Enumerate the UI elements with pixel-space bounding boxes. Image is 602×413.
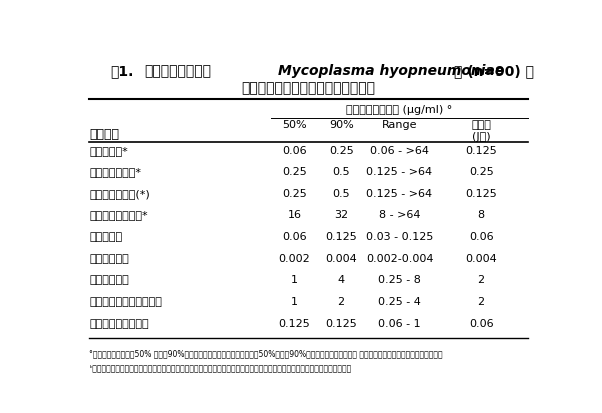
Text: 0.03 - 0.125: 0.03 - 0.125 (366, 232, 433, 242)
Text: 8 - >64: 8 - >64 (379, 211, 420, 221)
Text: ᵇはマクロライド系抗菌剤。リンコマイシンはマクロライド系抗菌剤に該当しないが抗菌作用機序はマクロライド系薬剤と同等: ᵇはマクロライド系抗菌剤。リンコマイシンはマクロライド系抗菌剤に該当しないが抗菌… (89, 364, 352, 373)
Text: リンコマイシン(*): リンコマイシン(*) (89, 189, 150, 199)
Text: 0.125: 0.125 (465, 189, 497, 199)
Text: 最小発育阻止濃度 (μg/ml) °: 最小発育阻止濃度 (μg/ml) ° (346, 105, 453, 115)
Text: 2: 2 (477, 297, 485, 307)
Text: 0.06: 0.06 (469, 318, 494, 329)
Text: 0.25: 0.25 (469, 167, 494, 177)
Text: 90%: 90% (329, 120, 353, 130)
Text: 国内で分離された: 国内で分離された (144, 64, 211, 78)
Text: 0.25: 0.25 (282, 189, 307, 199)
Text: 8: 8 (477, 211, 485, 221)
Text: 0.125 - >64: 0.125 - >64 (367, 189, 433, 199)
Text: 0.06 - 1: 0.06 - 1 (378, 318, 421, 329)
Text: Mycoplasma hyopneumoniae: Mycoplasma hyopneumoniae (278, 64, 504, 78)
Text: 表1.: 表1. (110, 64, 134, 78)
Text: 50%: 50% (282, 120, 307, 130)
Text: 1: 1 (291, 275, 298, 285)
Text: 0.125: 0.125 (325, 232, 357, 242)
Text: 0.004: 0.004 (325, 254, 357, 264)
Text: 0.25 - 4: 0.25 - 4 (378, 297, 421, 307)
Text: 0.25 - 8: 0.25 - 8 (378, 275, 421, 285)
Text: 0.06: 0.06 (469, 232, 494, 242)
Text: 0.5: 0.5 (332, 167, 350, 177)
Text: エリスロマイシン*: エリスロマイシン* (89, 211, 148, 221)
Text: チアムリン: チアムリン (89, 232, 122, 242)
Text: 16: 16 (288, 211, 302, 221)
Text: °最小発育阻止濃度の50% および90%とは、全ての被検株のうちそれぞれ50%および90%に相当する株数の発育が 阻止されたときの最小濃度を意味する。: °最小発育阻止濃度の50% および90%とは、全ての被検株のうちそれぞれ50%お… (89, 350, 443, 359)
Text: エンロフロキサシン: エンロフロキサシン (89, 318, 149, 329)
Text: 32: 32 (334, 211, 348, 221)
Text: 0.125: 0.125 (325, 318, 357, 329)
Text: 0.002: 0.002 (279, 254, 311, 264)
Text: バルネムリン: バルネムリン (89, 254, 129, 264)
Text: 株 (n=90) の: 株 (n=90) の (454, 64, 534, 78)
Text: 0.5: 0.5 (332, 189, 350, 199)
Text: 0.06: 0.06 (282, 232, 307, 242)
Text: Range: Range (382, 120, 417, 130)
Text: 0.06 - >64: 0.06 - >64 (370, 146, 429, 156)
Text: 抗菌薬剤: 抗菌薬剤 (89, 128, 119, 141)
Text: 基準株
(J株): 基準株 (J株) (471, 120, 491, 142)
Text: 0.004: 0.004 (465, 254, 497, 264)
Text: カナマイシン: カナマイシン (89, 275, 129, 285)
Text: 0.25: 0.25 (282, 167, 307, 177)
Text: 0.125: 0.125 (465, 146, 497, 156)
Text: 2: 2 (477, 275, 485, 285)
Text: 1: 1 (291, 297, 298, 307)
Text: タイロシン*: タイロシン* (89, 146, 128, 156)
Text: 0.125 - >64: 0.125 - >64 (367, 167, 433, 177)
Text: 各種薬剤に対する最小発育阻止濃度: 各種薬剤に対する最小発育阻止濃度 (241, 81, 376, 95)
Text: 0.06: 0.06 (282, 146, 307, 156)
Text: オキシテトラサイクリン: オキシテトラサイクリン (89, 297, 162, 307)
Text: 0.125: 0.125 (279, 318, 311, 329)
Text: 0.25: 0.25 (329, 146, 353, 156)
Text: ジョサマイシン*: ジョサマイシン* (89, 167, 141, 177)
Text: 2: 2 (338, 297, 345, 307)
Text: 4: 4 (338, 275, 345, 285)
Text: 0.002-0.004: 0.002-0.004 (366, 254, 433, 264)
